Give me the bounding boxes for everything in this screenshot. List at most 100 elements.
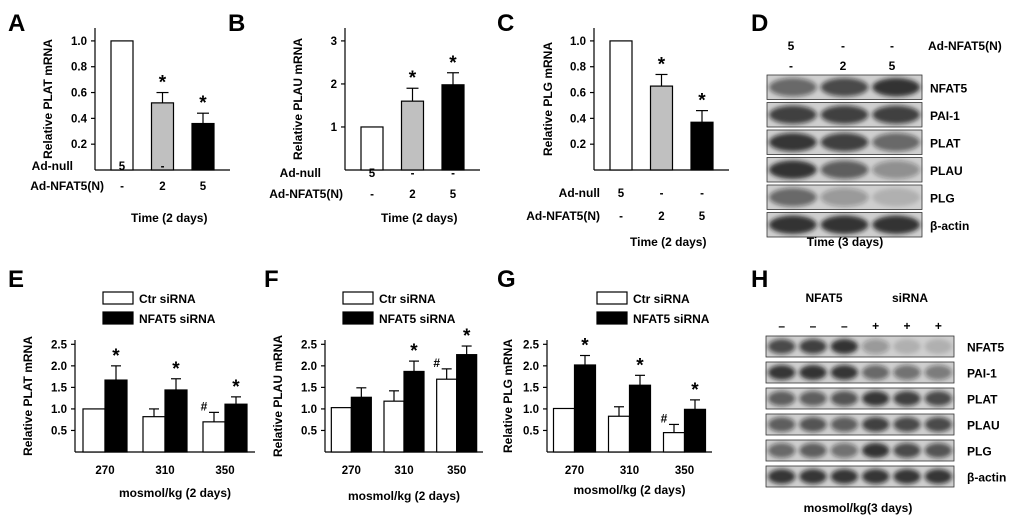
panel-c-row-label: Ad-NFAT5(N) (526, 209, 600, 223)
panel-b-row-label: Ad-null (280, 166, 321, 180)
panel-b-row-value: 5 (450, 189, 457, 201)
panel-h-band-label: PLAT (967, 393, 998, 407)
panel-d-header-label: Ad-NFAT5(N) (928, 39, 1002, 53)
panel-e-bar (104, 379, 128, 453)
panel-a-row-value: - (161, 161, 165, 173)
panel-e-bar (164, 389, 188, 453)
panel-h-band (830, 339, 858, 354)
panel-d-band (872, 133, 921, 152)
panel-g-bar (662, 432, 686, 453)
panel-a-row-value: - (120, 181, 124, 193)
panel-f-significance-mark: * (463, 326, 471, 347)
panel-h-band (924, 339, 952, 354)
panel-e-y-tick-label: 1.0 (51, 404, 67, 416)
panel-c-row-value: 5 (699, 211, 706, 223)
panel-d-band (820, 188, 869, 207)
panel-f-x-tick-label: 270 (342, 465, 361, 477)
panel-e-y-tick-label: 2.0 (51, 361, 67, 373)
panel-h-band-label: PLG (967, 445, 992, 459)
panel-e-hash-mark: # (201, 399, 208, 413)
panel-f-y-tick-label: 2.5 (301, 339, 318, 351)
panel-h-band (924, 469, 952, 484)
panel-c-x-label: Time (2 days) (630, 235, 706, 249)
panel-h-band (862, 443, 890, 458)
panel-g-hash-mark: # (661, 411, 668, 425)
panel-d-band (820, 78, 869, 97)
panel-f-y-tick-label: 2.0 (301, 361, 317, 373)
panel-g-legend-swatch (596, 291, 628, 305)
panel-b-y-tick-label: 1 (331, 122, 338, 134)
panel-c-y-tick-label: 1.0 (570, 36, 586, 48)
panel-g-bar (552, 407, 576, 453)
panel-e-y-tick-label: 0.5 (51, 425, 68, 437)
panel-h-band (862, 469, 890, 484)
panel-h-band-label: β-actin (967, 471, 1006, 485)
panel-h-band (830, 469, 858, 484)
panel-g-bar (607, 415, 631, 453)
panel-f-legend-swatch (342, 291, 374, 305)
panel-g-y-tick-label: 2.0 (523, 361, 539, 373)
panel-h-header-sign: + (903, 319, 910, 333)
panel-h-band (768, 443, 796, 458)
panel-b-row-value: - (451, 168, 455, 180)
panel-a-row-value: 5 (119, 161, 126, 173)
panel-c-row-value: - (619, 211, 623, 223)
panel-h-band (893, 365, 921, 380)
panel-b-row-value: 2 (409, 189, 415, 201)
panel-b-letter: B (228, 10, 245, 37)
panel-d-band-label: NFAT5 (930, 81, 967, 95)
panel-a-significance-mark: * (159, 73, 167, 94)
panel-h-band (862, 339, 890, 354)
panel-d-band (769, 105, 817, 124)
panel-d-band (872, 188, 921, 207)
panel-e-legend-label: NFAT5 siRNA (139, 312, 216, 326)
panel-f-y-tick-label: 1.5 (301, 382, 318, 394)
panel-a-y-tick-label: 0.6 (71, 88, 87, 100)
panel-d-band (769, 215, 817, 234)
panel-d-band (769, 188, 817, 207)
panel-d-header-value: - (890, 39, 894, 53)
panel-b-y-tick-label: 2 (331, 79, 337, 91)
panel-d-band (820, 133, 869, 152)
panel-a-row-label: Ad-NFAT5(N) (30, 179, 104, 193)
panel-c-row-label: Ad-null (559, 186, 600, 200)
panel-h-band (830, 365, 858, 380)
panel-f-bar (456, 354, 478, 453)
panel-a-bar (110, 40, 134, 171)
panel-h-band-label: NFAT5 (967, 341, 1004, 355)
panel-h-band (924, 417, 952, 432)
panel-h-band (768, 365, 796, 380)
panel-f-y-label: Relative PLAU mRNA (271, 335, 285, 457)
panel-e-bar (224, 403, 248, 453)
panel-h-band (862, 391, 890, 406)
panel-h-band (924, 365, 952, 380)
panel-f-bar (436, 378, 458, 453)
panel-f-x-tick-label: 350 (447, 465, 466, 477)
panel-c-y-label: Relative PLG mRNA (541, 42, 555, 156)
panel-h-band (893, 417, 921, 432)
panel-a-row-value: 5 (200, 181, 207, 193)
panel-g-legend-label: Ctr siRNA (633, 292, 690, 306)
panel-a-row-label: Ad-null (32, 159, 73, 173)
panel-f-x-label: mosmol/kg (2 days) (348, 489, 460, 503)
panel-h-band (893, 469, 921, 484)
panel-f-bar (330, 407, 352, 453)
panel-g-bar (628, 384, 652, 453)
panel-b-bar (400, 100, 425, 171)
panel-d-band (872, 160, 921, 179)
panel-g-legend-swatch (596, 311, 628, 325)
panel-g-y-tick-label: 2.5 (523, 339, 540, 351)
panel-h-letter: H (751, 266, 768, 293)
panel-e-y-tick-label: 2.5 (51, 339, 68, 351)
panel-b-row-value: - (370, 189, 374, 201)
panel-h-header-sign: – (778, 319, 785, 333)
panel-g-y-tick-label: 1.5 (523, 382, 540, 394)
panel-h-band (830, 443, 858, 458)
panel-e-legend-label: Ctr siRNA (139, 292, 196, 306)
panel-h-band (799, 443, 827, 458)
panel-a-y-tick-label: 0.2 (71, 139, 87, 151)
panel-g-bar (573, 364, 597, 453)
panel-e-bar (82, 408, 106, 453)
panel-a-bar (150, 102, 175, 171)
